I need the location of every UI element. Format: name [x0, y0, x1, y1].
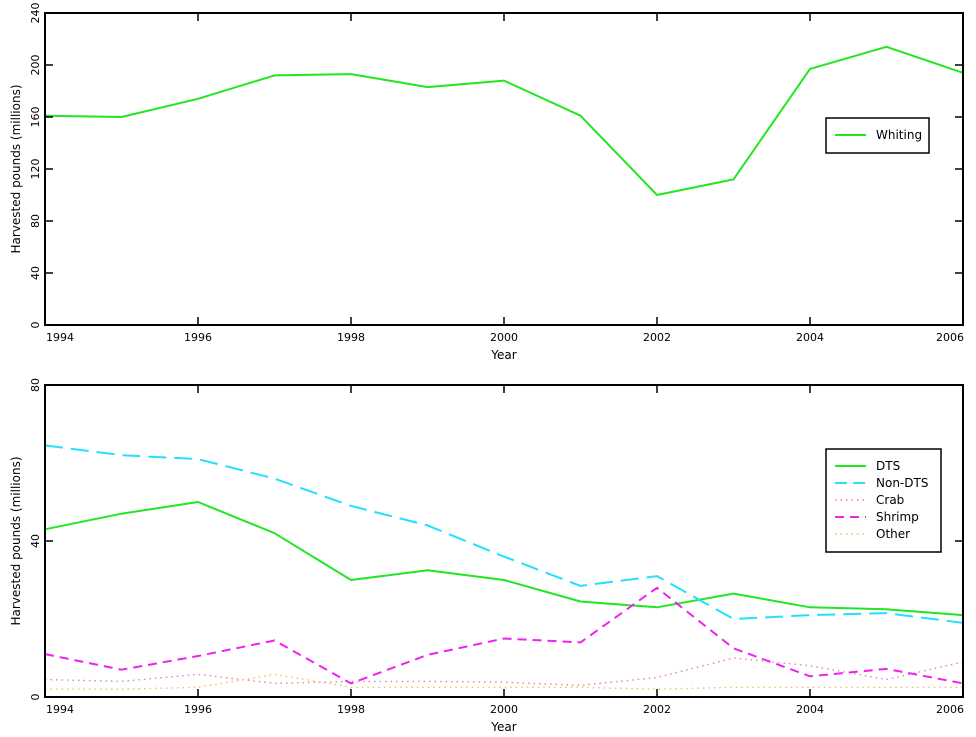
y-tick-label: 80: [29, 378, 42, 392]
x-tick-label: 1994: [46, 703, 74, 716]
y-tick-label: 120: [29, 159, 42, 180]
x-tick-label: 1998: [337, 703, 365, 716]
legend-entry-label: DTS: [876, 459, 900, 473]
y-tick-label: 160: [29, 107, 42, 128]
x-axis-label: Year: [490, 720, 516, 734]
series-line-dts: [44, 501, 964, 617]
x-tick-label: 2006: [936, 703, 964, 716]
x-axis-label: Year: [490, 348, 516, 362]
y-tick-label: 0: [29, 322, 42, 329]
y-tick-label: 80: [29, 214, 42, 228]
legend-entry-label: Non-DTS: [876, 476, 928, 490]
x-tick-label: 2000: [490, 331, 518, 344]
x-tick-label: 1998: [337, 331, 365, 344]
x-tick-label: 1994: [46, 331, 74, 344]
x-tick-label: 1996: [184, 703, 212, 716]
series-line-crab: [44, 657, 964, 686]
y-tick-label: 40: [29, 534, 42, 548]
legend-entry-label: Crab: [876, 493, 904, 507]
y-axis-label: Harvested pounds (millions): [9, 456, 23, 625]
legend-entry-label: Whiting: [876, 128, 922, 142]
series-line-other: [45, 673, 963, 690]
series-line-whiting: [44, 45, 964, 196]
y-axis-label: Harvested pounds (millions): [9, 84, 23, 253]
chart-panel-1: 1994 1996 1998 2000 2002 2004 2006 0 40 80 120 160 2…: [9, 3, 964, 362]
y-tick-label: 0: [29, 694, 42, 701]
legend: Whiting: [825, 117, 930, 154]
x-tick-label: 2004: [796, 703, 824, 716]
series-line-non-dts: [44, 444, 964, 624]
series-line-shrimp: [44, 586, 964, 685]
legend: DTS Non-DTS Crab Shrimp Other: [825, 448, 942, 553]
y-tick-label: 40: [29, 266, 42, 280]
y-tick-label: 240: [29, 3, 42, 24]
legend-entry-label: Shrimp: [876, 510, 919, 524]
x-tick-label: 2002: [643, 331, 671, 344]
y-tick-label: 200: [29, 55, 42, 76]
plot-frame: [44, 12, 964, 326]
legend-entry-label: Other: [876, 527, 910, 541]
x-tick-label: 2000: [490, 703, 518, 716]
x-tick-label: 2002: [643, 703, 671, 716]
chart-panel-2: 1994 1996 1998 2000 2002 2004 2006 0 40 80 Year Har…: [9, 378, 964, 734]
x-tick-label: 1996: [184, 331, 212, 344]
x-tick-label: 2006: [936, 331, 964, 344]
x-tick-label: 2004: [796, 331, 824, 344]
